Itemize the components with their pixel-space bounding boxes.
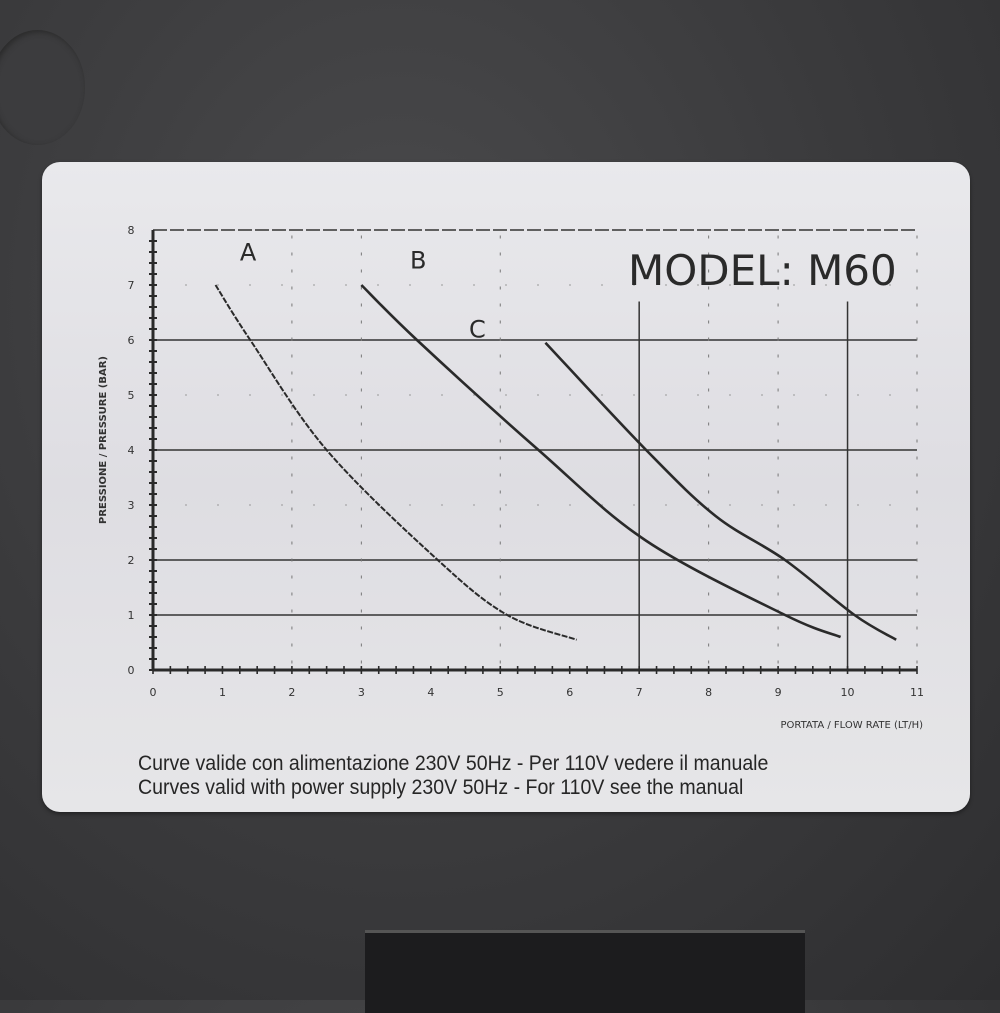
model-label: MODEL: M60 <box>628 246 897 295</box>
y-tick-label: 2 <box>128 554 135 567</box>
x-tick-label: 4 <box>427 686 434 699</box>
y-axis-label: PRESSIONE / PRESSURE (BAR) <box>98 356 109 524</box>
y-tick-label: 3 <box>128 499 135 512</box>
x-tick-label: 7 <box>636 686 643 699</box>
spec-label <box>42 162 970 812</box>
curve-c <box>544 341 897 641</box>
x-tick-label: 2 <box>288 686 295 699</box>
x-axis-label: PORTATA / FLOW RATE (LT/H) <box>780 720 923 731</box>
x-tick-label: 10 <box>841 686 855 699</box>
y-tick-label: 5 <box>128 389 135 402</box>
note-italian: Curve valide con alimentazione 230V 50Hz… <box>138 752 769 775</box>
y-tick-label: 8 <box>128 224 135 237</box>
curve-label-b: B <box>410 247 426 275</box>
curve-label-a: A <box>240 238 257 266</box>
x-tick-label: 0 <box>150 686 157 699</box>
note-english: Curves valid with power supply 230V 50Hz… <box>138 776 744 799</box>
curve-label-c: C <box>469 315 486 343</box>
y-tick-label: 4 <box>128 444 135 457</box>
x-tick-label: 8 <box>705 686 712 699</box>
y-tick-label: 6 <box>128 334 135 347</box>
mounting-hole <box>0 30 85 145</box>
y-tick-label: 1 <box>128 609 135 622</box>
curve-b <box>360 284 842 639</box>
x-tick-label: 3 <box>358 686 365 699</box>
x-tick-label: 9 <box>775 686 782 699</box>
x-tick-label: 1 <box>219 686 226 699</box>
curve-a <box>214 284 578 641</box>
y-tick-label: 0 <box>128 664 135 677</box>
x-tick-label: 6 <box>566 686 573 699</box>
housing-slot <box>365 930 805 1013</box>
x-tick-label: 11 <box>910 686 924 699</box>
y-tick-label: 7 <box>128 279 135 292</box>
x-tick-label: 5 <box>497 686 504 699</box>
